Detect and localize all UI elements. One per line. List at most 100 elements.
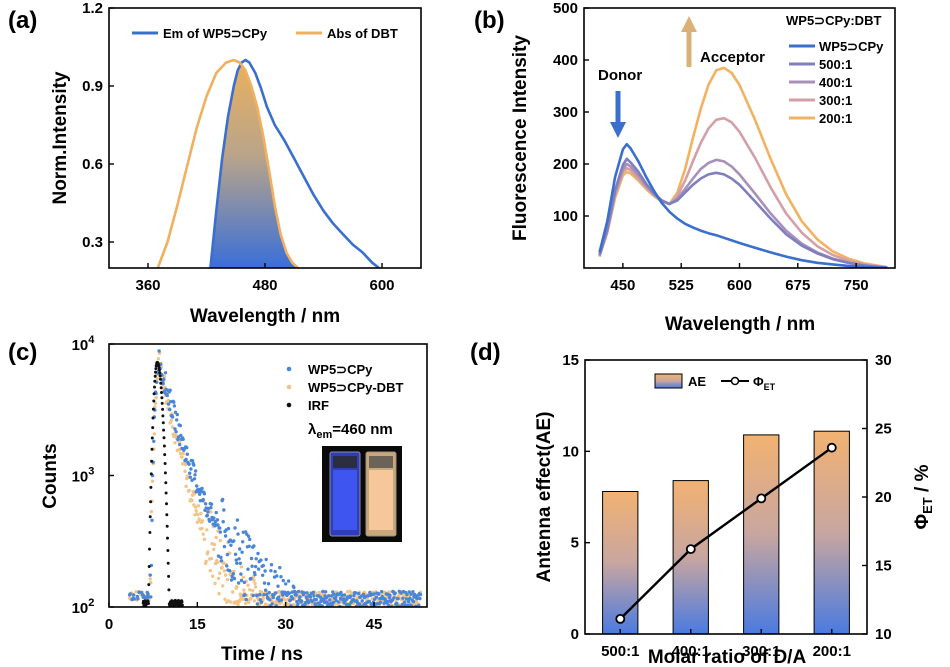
donor-annotation: Donor [598, 67, 642, 138]
decay-point-dbt [173, 441, 177, 445]
decay-point-wp5 [128, 592, 132, 596]
decay-point-wp5 [254, 557, 258, 561]
c-xtick-label-0: 0 [105, 616, 113, 633]
decay-point-wp5 [331, 600, 336, 605]
decay-point-wp5 [407, 590, 411, 594]
panel-b-xlabel: Wavelength / nm [665, 314, 815, 335]
decay-point-wp5 [296, 589, 301, 594]
irf-point [162, 444, 166, 448]
decay-point-wp5 [185, 452, 189, 456]
cuvette-orange-solution [369, 470, 393, 530]
decay-point-wp5 [241, 540, 245, 544]
c-xtick-label-2: 30 [277, 616, 294, 633]
irf-point [149, 472, 153, 476]
decay-point-wp5 [235, 561, 239, 565]
decay-point-wp5 [168, 407, 172, 412]
decay-point-wp5 [312, 594, 316, 598]
irf-point [159, 386, 163, 390]
irf-point [151, 416, 155, 420]
d-ytick-right-label-4: 30 [875, 352, 892, 369]
decay-point-wp5 [231, 572, 235, 576]
decay-point-wp5 [249, 576, 253, 581]
irf-point [148, 531, 152, 534]
legend-label-0: WP5⊃CPy [819, 39, 884, 54]
decay-point-wp5 [321, 589, 325, 594]
decay-point-dbt [212, 547, 216, 551]
legend-wp5dbt-marker [286, 384, 292, 390]
decay-point-dbt [201, 532, 205, 536]
decay-point-wp5 [212, 516, 216, 520]
decay-point-wp5 [132, 593, 136, 597]
decay-point-wp5 [230, 574, 234, 579]
decay-point-wp5 [262, 581, 267, 585]
decay-point-wp5 [175, 418, 179, 422]
decay-point-wp5 [361, 592, 366, 597]
legend-wp5-marker [286, 366, 292, 372]
irf-point [152, 392, 156, 396]
panel-a-ticks: 360 480 600 0.3 0.6 0.9 1.2 [82, 0, 394, 294]
decay-point-dbt [215, 560, 220, 564]
decay-point-dbt [200, 526, 204, 531]
decay-point-wp5 [305, 591, 309, 595]
decay-point-wp5 [298, 595, 302, 599]
decay-point-wp5 [137, 590, 141, 594]
irf-point [164, 491, 168, 495]
decay-point-wp5 [281, 593, 285, 597]
decay-point-wp5 [225, 564, 229, 568]
fluorescence-curve-1 [598, 157, 888, 268]
irf-point [158, 374, 162, 378]
decay-point-dbt [149, 580, 153, 585]
decay-point-wp5 [372, 592, 376, 596]
irf-point [165, 513, 169, 517]
decay-point-wp5 [242, 580, 247, 585]
decay-point-dbt [196, 504, 201, 508]
decay-point-wp5 [248, 537, 252, 542]
irf-point [160, 401, 164, 405]
acceptor-annotation: Acceptor [681, 16, 765, 67]
panel-c-plot-area [127, 349, 423, 607]
decay-point-wp5 [360, 599, 364, 603]
b-ytick-label-1: 200 [553, 156, 578, 173]
irf-point [150, 447, 154, 451]
decay-point-wp5 [222, 544, 227, 549]
decay-point-dbt [236, 603, 240, 607]
irf-point [154, 370, 157, 374]
decay-point-wp5 [352, 594, 356, 598]
decay-point-wp5 [172, 400, 176, 404]
decay-point-wp5 [235, 518, 240, 522]
decay-point-wp5 [268, 598, 272, 602]
decay-point-dbt [239, 565, 244, 569]
panel-a-ylabel: Norm.Intensity [50, 71, 71, 204]
decay-point-wp5 [279, 598, 284, 602]
decay-point-wp5 [233, 526, 237, 530]
panel-a-legend: Em of WP5⊃CPy Abs of DBT [132, 26, 398, 41]
decay-point-wp5 [136, 597, 140, 601]
decay-point-wp5 [246, 567, 250, 571]
decay-point-wp5 [327, 594, 331, 598]
decay-point-dbt [150, 479, 155, 483]
a-xtick-label-1: 480 [252, 277, 277, 294]
decay-point-dbt [156, 357, 161, 361]
decay-point-dbt [222, 569, 227, 573]
b-xtick-label-4: 750 [844, 277, 869, 294]
decay-point-wp5 [187, 462, 191, 466]
decay-point-wp5 [193, 473, 197, 477]
irf-point [180, 603, 184, 607]
legend-label-1: 500:1 [819, 57, 852, 72]
d-xtick-label-3: 200:1 [813, 643, 851, 660]
decay-point-dbt [251, 588, 255, 593]
fluorescence-curve-3 [598, 116, 888, 268]
decay-point-wp5 [342, 593, 347, 597]
decay-point-wp5 [215, 518, 220, 522]
decay-point-wp5 [216, 523, 220, 527]
irf-point [159, 377, 162, 381]
panel-d-label: (d) [470, 339, 501, 366]
decay-point-wp5 [173, 410, 178, 414]
ae-bar-3 [813, 430, 850, 635]
decay-point-wp5 [206, 510, 210, 514]
decay-point-wp5 [209, 502, 214, 506]
decay-point-wp5 [188, 471, 192, 475]
ae-bar-2 [743, 434, 780, 635]
d-ytick-label-2: 10 [562, 443, 579, 460]
